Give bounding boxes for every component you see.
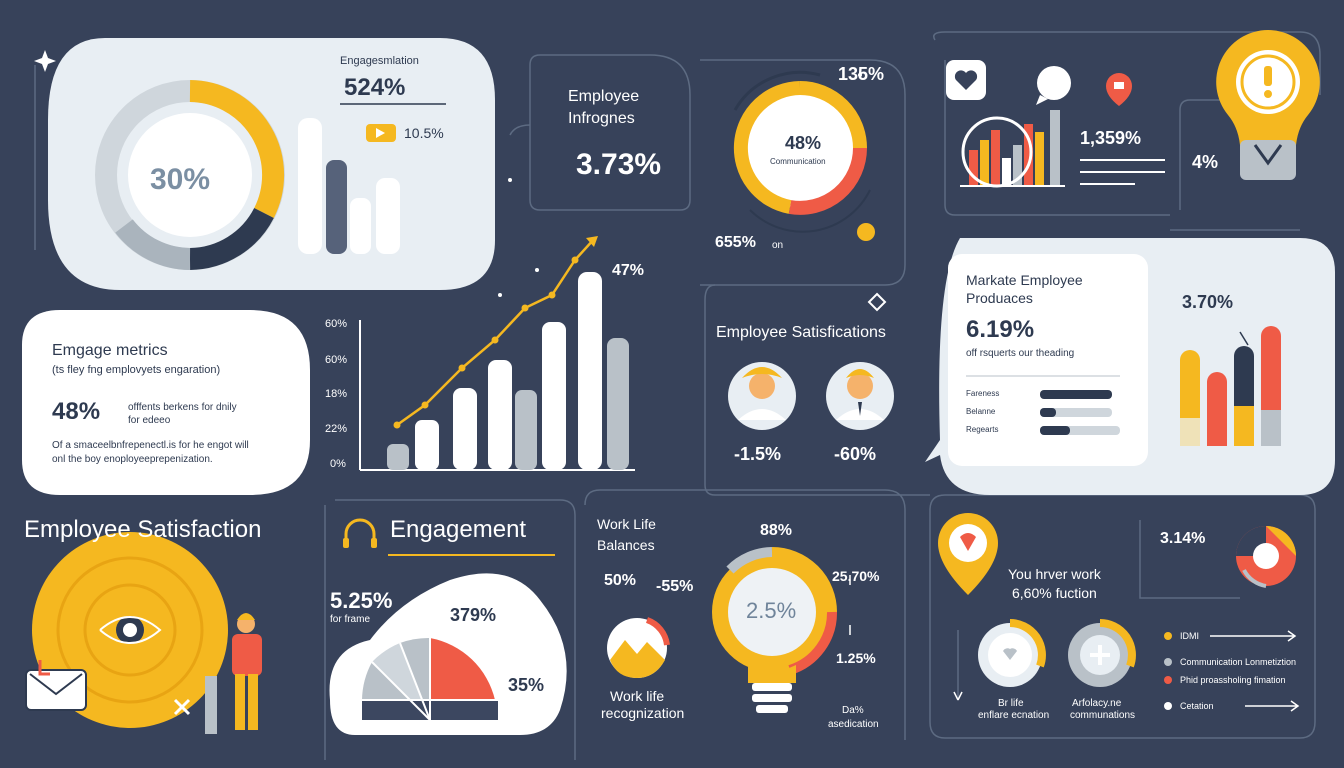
frame-lines xyxy=(34,31,1321,760)
growth-bar-chart xyxy=(359,236,635,471)
worklife-recog-line2: recognization xyxy=(601,705,685,721)
circle-chart-communications xyxy=(1068,619,1136,687)
bottom-right-value: 3.14% xyxy=(1160,530,1206,547)
yellow-dot xyxy=(857,223,875,241)
bar-chart-market xyxy=(1180,326,1281,446)
legend-item-3: Phid proassholing fimation xyxy=(1180,675,1286,685)
diamond-icon xyxy=(867,292,887,312)
market-side-value: 3.70% xyxy=(1182,292,1234,312)
growth-tick-0: 60% xyxy=(325,318,348,330)
section-title-engagement: Engagement xyxy=(390,516,527,543)
infro-title-line1: Employee xyxy=(568,88,640,105)
worklife-title-line2: Balances xyxy=(597,537,655,553)
bar-chart-top-right xyxy=(960,110,1065,188)
engagement-value-small: 10.5% xyxy=(404,125,444,141)
engagement-pie-value: 379% xyxy=(450,605,497,625)
circle-chart-work-life xyxy=(978,619,1046,687)
worklife-value-right: 25.70% xyxy=(832,568,880,584)
growth-tick-1: 60% xyxy=(325,354,348,366)
market-title-line1: Markate Employee xyxy=(966,272,1083,288)
worklife-note-2: asedication xyxy=(828,719,879,730)
donut-chart-30 xyxy=(95,80,285,270)
worklife-note-1: Da% xyxy=(842,705,864,716)
comm-value-bottom: 655% xyxy=(715,234,756,251)
person-illustration xyxy=(232,613,262,730)
growth-peak-label: 47% xyxy=(612,262,645,279)
comm-value-top: 135% xyxy=(838,64,885,84)
legend-item-2: Communication Lonmetiztion xyxy=(1180,657,1297,667)
legend-item-1: IDMI xyxy=(1180,631,1199,641)
comm-donut-value: 48% xyxy=(785,133,822,153)
engage-metrics-subtitle: (ts fley fng emplovyets engaration) xyxy=(52,364,221,376)
engage-metrics-value: 48% xyxy=(52,398,101,425)
satisfications-title: Employee Satisfications xyxy=(716,324,886,341)
engage-metrics-note-1: offfents berkens for dnily xyxy=(128,402,237,413)
comm-value-bottom-unit: on xyxy=(772,240,784,251)
bar-decoration xyxy=(205,676,217,734)
infro-value: 3.73% xyxy=(576,148,662,181)
market-note: off rsquerts our theading xyxy=(966,348,1075,359)
avatar-employee-2 xyxy=(826,362,894,430)
worklife-title-line1: Work Life xyxy=(597,516,656,532)
heart-icon xyxy=(946,60,986,100)
circle-label-2b: communations xyxy=(1070,710,1136,721)
engagement-pie-value-2: 35% xyxy=(508,675,545,695)
legend-item-4: Cetation xyxy=(1180,701,1214,711)
circle-label-1b: enflare ecnation xyxy=(978,710,1050,721)
engage-metrics-title: Emgage metrics xyxy=(52,342,168,359)
satisfications-value-1: -1.5% xyxy=(734,444,782,464)
legend-markers xyxy=(1164,630,1300,712)
worklife-value-88: 88% xyxy=(760,522,793,539)
headphones-icon xyxy=(343,518,377,548)
market-row-2: Belanne xyxy=(966,407,996,416)
envelope-icon xyxy=(25,660,87,711)
worklife-value-50: 50% xyxy=(604,572,637,589)
circle-label-1a: Br life xyxy=(998,698,1024,709)
market-title-line2: Produaces xyxy=(966,290,1033,306)
donut-chart-communication xyxy=(733,70,871,233)
engage-metrics-footer-2: onl the boy enoployeeprepenization. xyxy=(52,454,213,465)
engagement-value-note: for frame xyxy=(330,614,371,625)
engage-metrics-note-2: for edeeo xyxy=(128,415,171,426)
bottom-right-heading-1: You hrver work xyxy=(1008,566,1101,582)
lightbulb-chart xyxy=(712,547,851,713)
market-row-3: Regearts xyxy=(966,425,999,434)
circle-label-2a: Arfolacy.ne xyxy=(1072,698,1122,709)
section-title-employee-satisfaction: Employee Satisfaction xyxy=(24,516,262,543)
pie-chart-engagement xyxy=(362,637,498,721)
chat-bubble-icon xyxy=(1036,66,1071,105)
engagement-header: Engagesmlation xyxy=(340,55,419,67)
panel-engage-metrics xyxy=(22,310,310,495)
growth-tick-3: 22% xyxy=(325,423,348,435)
infro-title-line2: Infrognes xyxy=(568,110,635,127)
market-value: 6.19% xyxy=(966,316,1035,343)
donut-chart-bottom-right xyxy=(1236,526,1296,588)
worklife-recog-line1: Work life xyxy=(610,688,665,704)
top-right-value-2: 4% xyxy=(1192,152,1219,172)
bar-chart-top-left xyxy=(298,118,400,254)
bottom-right-heading-2: 6,60% fuction xyxy=(1012,585,1097,601)
engagement-value: 5.25% xyxy=(330,588,393,613)
progress-bars-market xyxy=(1040,390,1120,435)
lightbulb-icon-top-right xyxy=(1216,30,1320,180)
comm-donut-label: Communication xyxy=(770,157,826,166)
worklife-bulb-value: 2.5% xyxy=(746,598,797,623)
market-row-1: Fareness xyxy=(966,389,1000,398)
worklife-value-neg: -55% xyxy=(656,578,694,595)
donut-value-30: 30% xyxy=(150,163,211,196)
close-icon xyxy=(173,698,191,716)
text-lines-top-right xyxy=(1080,159,1165,185)
mountain-badge-icon xyxy=(607,617,670,678)
alert-notification-icon xyxy=(1106,73,1132,106)
engage-metrics-footer-1: Of a smaceelbnfrepenectl.is for he engot… xyxy=(52,440,249,451)
satisfications-value-2: -60% xyxy=(834,444,877,464)
worklife-value-125: 1.25% xyxy=(836,650,876,666)
growth-tick-2: 18% xyxy=(325,388,348,400)
top-right-value-1: 1,359% xyxy=(1080,128,1142,148)
growth-tick-4: 0% xyxy=(330,458,346,470)
engagement-value-main: 524% xyxy=(344,74,406,101)
avatar-employee-1 xyxy=(728,362,796,430)
location-pin-icon xyxy=(938,513,998,595)
